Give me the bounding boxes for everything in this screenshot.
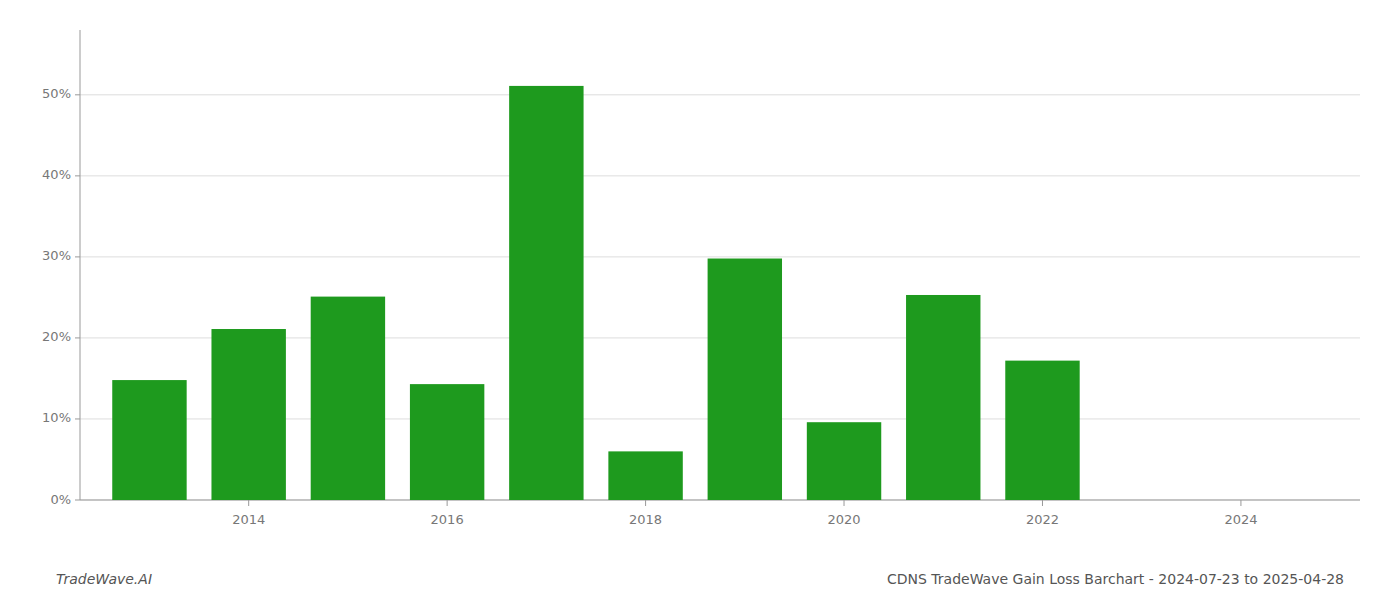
x-tick — [1042, 500, 1043, 506]
x-tick-label: 2022 — [1026, 512, 1059, 527]
bar — [1005, 361, 1079, 500]
bar — [807, 422, 881, 500]
y-tick-label: 40% — [42, 167, 71, 182]
bar — [509, 86, 583, 500]
grid — [80, 95, 1360, 500]
x-tick-label: 2018 — [629, 512, 662, 527]
x-tick — [248, 500, 249, 506]
axes: 0% 10% 20% 30% 40% 50% 2014 2016 2018 2020 2022 202… — [42, 30, 1360, 527]
y-tick — [75, 337, 80, 338]
x-tick — [844, 500, 845, 506]
y-tick — [75, 94, 80, 95]
grid-line — [80, 94, 1360, 95]
bar — [410, 384, 484, 500]
y-tick — [75, 175, 80, 176]
y-tick — [75, 418, 80, 419]
x-tick-label: 2014 — [232, 512, 265, 527]
bar — [211, 329, 285, 500]
x-tick-label: 2020 — [827, 512, 860, 527]
y-tick-label: 0% — [50, 492, 71, 507]
x-tick — [447, 500, 448, 506]
bar — [906, 295, 980, 500]
bar — [311, 297, 385, 500]
chart-svg: 0% 10% 20% 30% 40% 50% 2014 2016 2018 2020 2022 202… — [0, 0, 1400, 600]
bar — [708, 259, 782, 500]
y-tick-label: 10% — [42, 410, 71, 425]
bar — [608, 451, 682, 500]
y-axis-line — [80, 30, 81, 500]
background — [0, 0, 1400, 600]
x-tick — [645, 500, 646, 506]
bar — [112, 380, 186, 500]
y-tick-label: 50% — [42, 86, 71, 101]
watermark: TradeWave.AI — [56, 571, 152, 587]
y-tick — [75, 256, 80, 257]
title: CDNS TradeWave Gain Loss Barchart - 2024… — [887, 571, 1344, 587]
y-tick — [75, 500, 80, 501]
x-tick-label: 2016 — [431, 512, 464, 527]
x-tick-label: 2024 — [1224, 512, 1257, 527]
grid-line — [80, 256, 1360, 257]
chart-container: 0% 10% 20% 30% 40% 50% 2014 2016 2018 2020 2022 202… — [0, 0, 1400, 600]
texts: TradeWave.AI CDNS TradeWave Gain Loss Bar… — [56, 571, 1344, 587]
y-tick-label: 20% — [42, 329, 71, 344]
grid-line — [80, 175, 1360, 176]
bars — [112, 86, 1079, 500]
y-tick-label: 30% — [42, 248, 71, 263]
x-tick — [1240, 500, 1241, 506]
